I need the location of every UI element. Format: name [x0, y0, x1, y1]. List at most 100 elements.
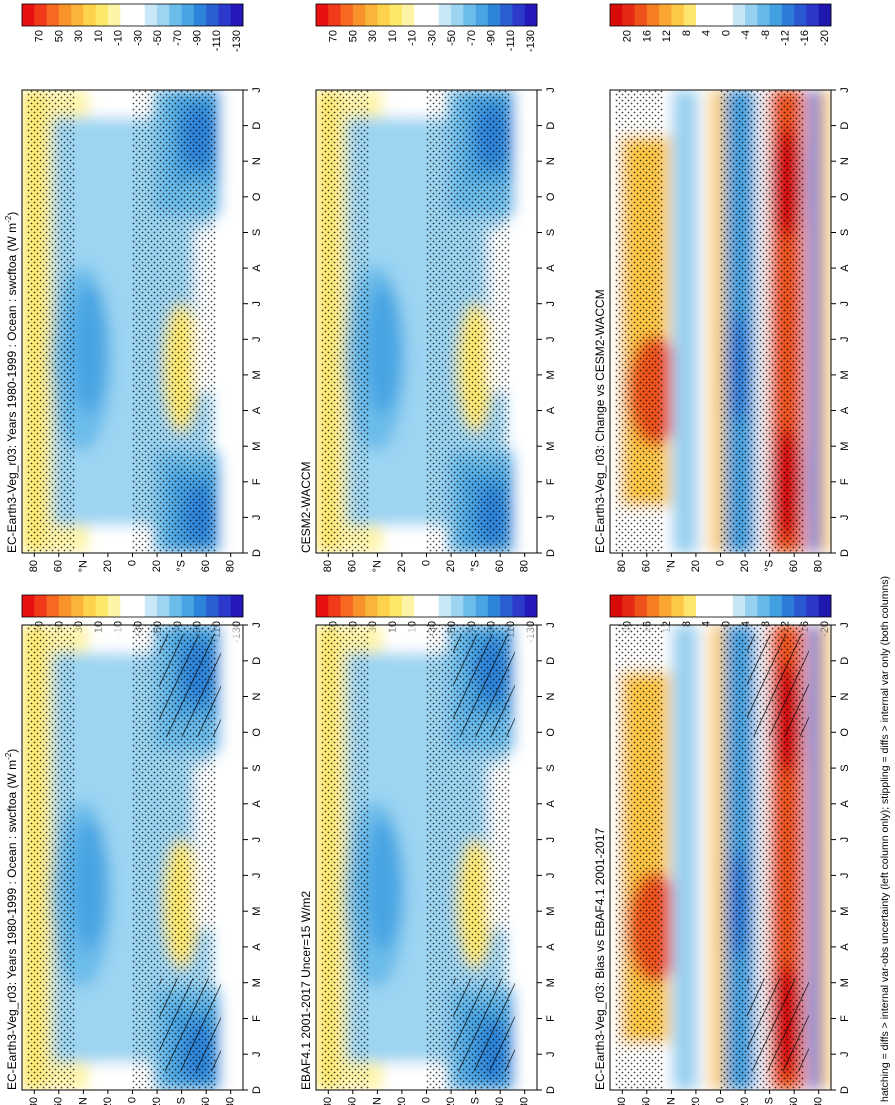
colorbar-swatch — [634, 4, 648, 26]
colorbar-swatch — [524, 4, 538, 26]
month-tick-label: J — [545, 1051, 557, 1057]
colorbar-swatch — [107, 595, 121, 617]
stippling — [320, 90, 370, 553]
colorbar-swatch — [769, 4, 783, 26]
month-tick-label: D — [839, 549, 851, 557]
latitude-tick-label: °N — [665, 560, 677, 572]
panel-title-text: EC-Earth3-Veg_r03: Change vs CESM2-WACCM — [593, 289, 607, 553]
heatmap-field — [316, 625, 537, 1090]
latitude-tick-label: 0 — [126, 1097, 138, 1103]
month-tick-label: D — [545, 122, 557, 130]
latitude-tick-label: °N — [77, 1097, 89, 1105]
month-tick-label: D — [251, 657, 263, 665]
colorbar-tick-label: 50 — [347, 30, 359, 42]
month-tick-label: D — [545, 657, 557, 665]
colorbar-tick-label: 4 — [701, 30, 713, 36]
latitude-tick-label: 80 — [225, 1097, 237, 1105]
colorbar-tick-label: 8 — [681, 30, 693, 36]
latitude-tick-label: 20 — [690, 560, 702, 572]
latitude-tick-label: 20 — [396, 560, 408, 572]
stippling — [720, 90, 805, 553]
colorbar-swatch — [646, 4, 660, 26]
month-tick-label: M — [545, 978, 557, 987]
colorbar-swatch — [132, 595, 146, 617]
latitude-tick-label: 80 — [322, 560, 334, 572]
colorbar-swatch — [622, 4, 635, 26]
latitude-tick-label: 60 — [788, 1097, 800, 1105]
hatching — [453, 978, 515, 1072]
colorbar-swatch — [426, 4, 440, 26]
colorbar-swatch — [107, 4, 121, 26]
heatmap-field — [610, 625, 831, 1090]
colorbar-tick-label: -12 — [780, 30, 792, 46]
colorbar-swatch — [340, 4, 354, 26]
month-tick-label: F — [839, 478, 851, 485]
colorbar-tick-label: 0 — [720, 30, 732, 36]
colorbar-swatch — [781, 595, 795, 617]
month-tick-label: O — [839, 728, 851, 737]
month-tick-label: A — [251, 406, 263, 414]
month-tick-label: F — [251, 1015, 263, 1022]
latitude-tick-label: 0 — [714, 560, 726, 566]
panel-title-close: ) — [5, 212, 19, 216]
colorbar-swatch — [71, 595, 84, 617]
colorbar-swatch — [622, 595, 635, 617]
colorbar-swatch — [120, 4, 133, 26]
contour-region — [364, 284, 400, 415]
colorbar-tick-label: 0 — [720, 621, 732, 627]
colorbar-swatch — [316, 595, 329, 617]
contour-region — [70, 284, 107, 415]
colorbar-tick-label: -10 — [407, 30, 419, 46]
month-tick-label: D — [251, 1086, 263, 1094]
stippling — [132, 90, 217, 553]
colorbar-swatch — [671, 595, 685, 617]
latitude-tick-label: 60 — [200, 560, 212, 572]
month-tick-label: J — [545, 515, 557, 521]
latitude-tick-label: 80 — [322, 1097, 334, 1105]
colorbar-swatch — [695, 595, 709, 617]
month-tick-label: A — [545, 406, 557, 414]
contour-region — [519, 625, 537, 1090]
colorbar-swatch — [401, 595, 415, 617]
latitude-tick-label: °S — [176, 560, 188, 572]
panel-title: EC-Earth3-Veg_r03: Bias vs EBAF4.1 2001-… — [593, 828, 607, 1090]
month-tick-label: J — [545, 337, 557, 343]
colorbar-swatch — [438, 595, 452, 617]
contour-region — [225, 625, 243, 1090]
colorbar-tick-label: -70 — [172, 30, 184, 46]
latitude-tick-label: °N — [77, 560, 89, 572]
colorbar-frame — [609, 3, 832, 27]
contour-region — [671, 90, 699, 553]
contour-region — [225, 90, 243, 553]
colorbar-swatch — [22, 4, 35, 26]
month-tick-label: A — [545, 799, 557, 807]
stippling — [26, 625, 76, 1090]
colorbar-swatch — [193, 595, 207, 617]
latitude-tick-label: 20 — [739, 1097, 751, 1105]
colorbar-tick-label: -30 — [132, 30, 144, 46]
latitude-tick-label: 0 — [126, 560, 138, 566]
latitude-tick-label: 60 — [53, 1097, 65, 1105]
heatmap-field — [610, 90, 831, 553]
month-tick-label: J — [251, 337, 263, 343]
colorbar-swatch — [610, 595, 623, 617]
colorbar-swatch — [769, 595, 783, 617]
month-tick-label: M — [251, 907, 263, 916]
month-tick-label: F — [251, 478, 263, 485]
latitude-tick-label: 60 — [494, 560, 506, 572]
colorbar-swatch — [610, 4, 623, 26]
colorbar-swatch — [83, 595, 97, 617]
month-tick-label: D — [839, 122, 851, 130]
colorbar-swatch — [720, 595, 734, 617]
latitude-tick-label: °N — [371, 1097, 383, 1105]
month-tick-label: A — [839, 799, 851, 807]
panel-title: CESM2-WACCM — [299, 461, 313, 553]
colorbar-swatch — [34, 595, 47, 617]
colorbar-swatch — [818, 4, 832, 26]
latitude-tick-label: °S — [176, 1097, 188, 1105]
panel-model-1980-1999-bottom: 70503010-10-30-50-70-90-110-130DJFMAMJJA… — [4, 594, 263, 1105]
colorbar-swatch — [169, 595, 183, 617]
contour-region — [822, 90, 831, 553]
month-tick-label: A — [839, 943, 851, 951]
colorbar-swatch — [451, 4, 464, 26]
